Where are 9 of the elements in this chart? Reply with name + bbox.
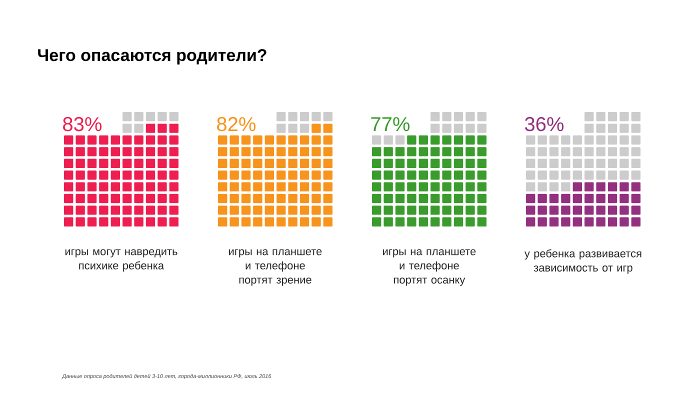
data-label: 36% xyxy=(524,117,564,132)
data-label: 83% xyxy=(63,117,102,132)
category-label: игры могут навредить психике ребенка xyxy=(65,249,178,272)
data-label: 77% xyxy=(371,117,410,132)
category-label: у ребенка развивается зависимость от игр xyxy=(524,249,642,274)
text: Чего опасаются родители? xyxy=(38,49,266,65)
category-label: игры на планшете и телефоне портят осанку xyxy=(383,249,476,286)
category-label: игры на планшете и телефоне портят зрение xyxy=(229,249,322,286)
data-label: 82% xyxy=(217,117,256,132)
